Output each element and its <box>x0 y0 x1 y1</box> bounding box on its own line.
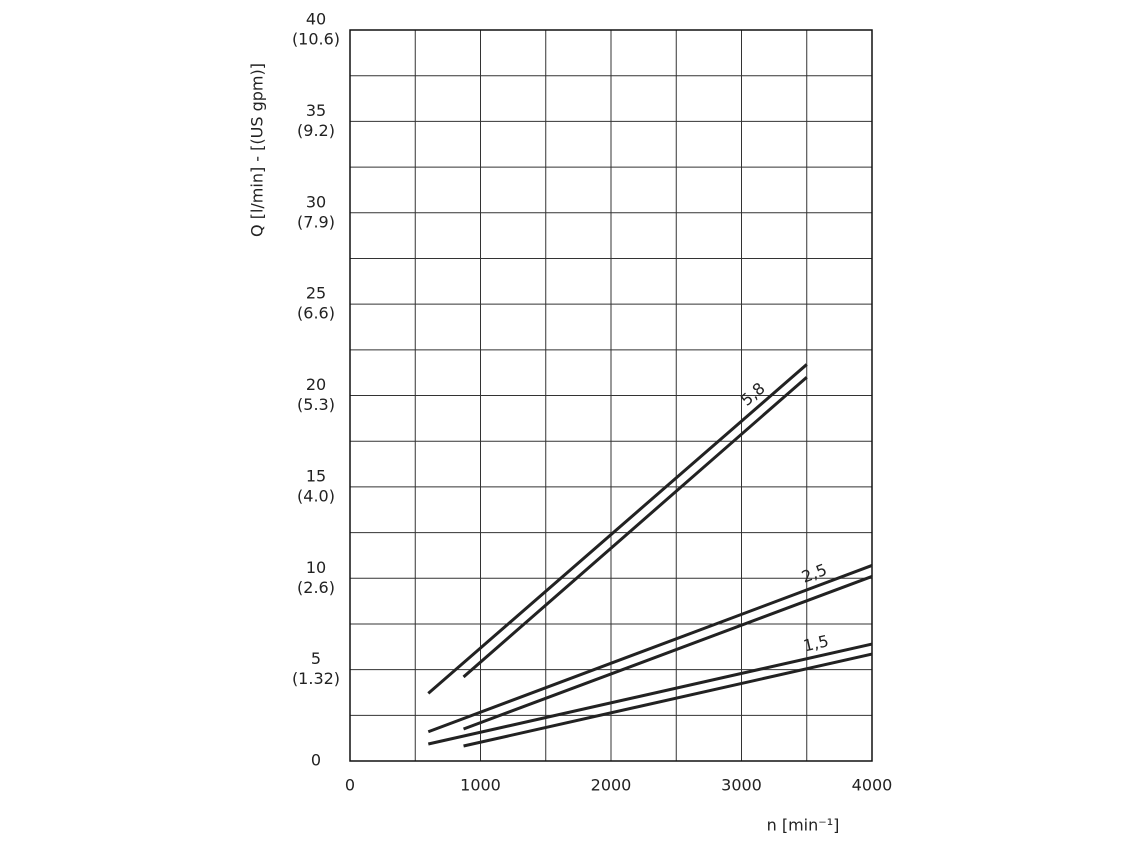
y-tick-gpm-label: (9.2) <box>297 121 335 140</box>
data-line <box>427 363 808 695</box>
y-tick-label: 0 <box>311 751 321 770</box>
x-tick-label: 3000 <box>721 776 762 795</box>
data-line <box>462 376 808 679</box>
y-tick-gpm-label: (2.6) <box>297 578 335 597</box>
y-axis-label: Q [l/min] - [(US gpm)] <box>248 63 267 237</box>
y-tick-gpm-label: (7.9) <box>297 212 335 231</box>
y-tick-gpm-label: (10.6) <box>292 30 340 49</box>
y-tick-label: 15 <box>306 466 326 485</box>
y-tick-label: 35 <box>306 101 326 120</box>
y-tick-label: 5 <box>311 649 321 668</box>
y-tick-label: 25 <box>306 284 326 303</box>
y-tick-gpm-label: (5.3) <box>297 395 335 414</box>
line-label: 1,5 <box>801 631 830 655</box>
data-line <box>427 642 873 746</box>
y-tick-label: 30 <box>306 192 326 211</box>
y-tick-label: 40 <box>306 10 326 29</box>
x-tick-label: 1000 <box>460 776 501 795</box>
y-tick-gpm-label: (4.0) <box>297 486 335 505</box>
x-tick-label: 2000 <box>591 776 632 795</box>
data-line <box>463 575 873 731</box>
y-tick-label: 20 <box>306 375 326 394</box>
x-axis-label: n [min⁻¹] <box>767 816 840 835</box>
data-line <box>427 564 873 734</box>
y-tick-gpm-label: (1.32) <box>292 669 340 688</box>
y-tick-gpm-label: (6.6) <box>297 304 335 323</box>
x-tick-label: 4000 <box>852 776 893 795</box>
data-line <box>463 652 873 748</box>
y-tick-label: 10 <box>306 558 326 577</box>
plot-frame <box>349 29 873 762</box>
x-tick-label: 0 <box>345 776 355 795</box>
